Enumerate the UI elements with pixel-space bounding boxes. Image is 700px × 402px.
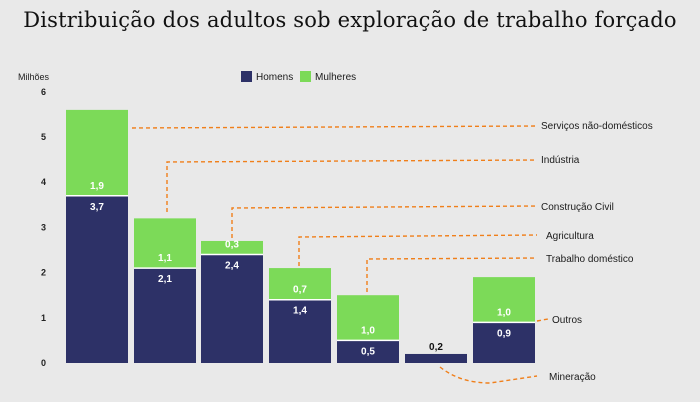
data-label-homens: 0,5 [361, 346, 375, 357]
annotation-leader-line [366, 257, 538, 292]
data-label-mulheres: 1,0 [497, 307, 511, 318]
data-label-homens: 0,2 [429, 342, 443, 353]
category-annotation: Construção Civil [541, 202, 614, 213]
annotation-leader-line [166, 159, 538, 212]
legend-swatch-mulheres [300, 71, 311, 82]
bar-homens [269, 299, 331, 363]
y-axis-label: Milhões [18, 72, 50, 82]
y-tick-label: 3 [41, 222, 46, 232]
bar-mulheres [201, 240, 263, 255]
bar-homens [134, 268, 196, 363]
annotation-leader-line [231, 205, 538, 238]
y-tick-label: 6 [41, 87, 46, 97]
bar-homens [337, 340, 399, 363]
annotation-leader-line [439, 366, 538, 384]
bar-homens [66, 195, 128, 363]
annotation-leader-line [298, 234, 538, 266]
bar-mulheres [269, 268, 331, 300]
y-tick-label: 2 [41, 268, 46, 278]
bar-mulheres [66, 109, 128, 196]
bar-homens [473, 322, 535, 363]
bar-homens [201, 254, 263, 363]
category-annotation: Outros [552, 315, 582, 326]
data-label-mulheres: 1,9 [90, 181, 104, 192]
chart-title: Distribuição dos adultos sob exploração … [23, 8, 677, 32]
data-label-mulheres: 1,1 [158, 253, 172, 264]
bar-mulheres [473, 277, 535, 323]
data-label-mulheres: 1,0 [361, 325, 375, 336]
data-label-homens: 3,7 [90, 202, 104, 213]
data-label-homens: 2,4 [225, 261, 239, 272]
data-label-homens: 1,4 [293, 306, 307, 317]
legend-swatch-homens [241, 71, 252, 82]
data-label-mulheres: 0,7 [293, 285, 307, 296]
y-tick-label: 4 [41, 177, 46, 187]
category-annotation: Agricultura [546, 231, 594, 242]
category-annotation: Mineração [549, 372, 596, 383]
category-annotation: Trabalho doméstico [546, 254, 634, 265]
annotation-leader-line [536, 318, 549, 322]
bar-homens [405, 353, 467, 363]
category-annotation: Indústria [541, 155, 580, 166]
data-label-mulheres: 0,3 [225, 240, 239, 251]
annotation-leader-line [131, 125, 538, 129]
y-tick-label: 0 [41, 358, 46, 368]
category-annotation: Serviços não-domésticos [541, 121, 653, 132]
bar-mulheres [134, 218, 196, 269]
y-tick-label: 5 [41, 132, 46, 142]
legend-label-homens: Homens [256, 72, 293, 83]
legend-label-mulheres: Mulheres [315, 72, 356, 83]
data-label-homens: 0,9 [497, 328, 511, 339]
bar-mulheres [337, 295, 399, 341]
y-tick-label: 1 [41, 313, 46, 323]
data-label-homens: 2,1 [158, 274, 172, 285]
